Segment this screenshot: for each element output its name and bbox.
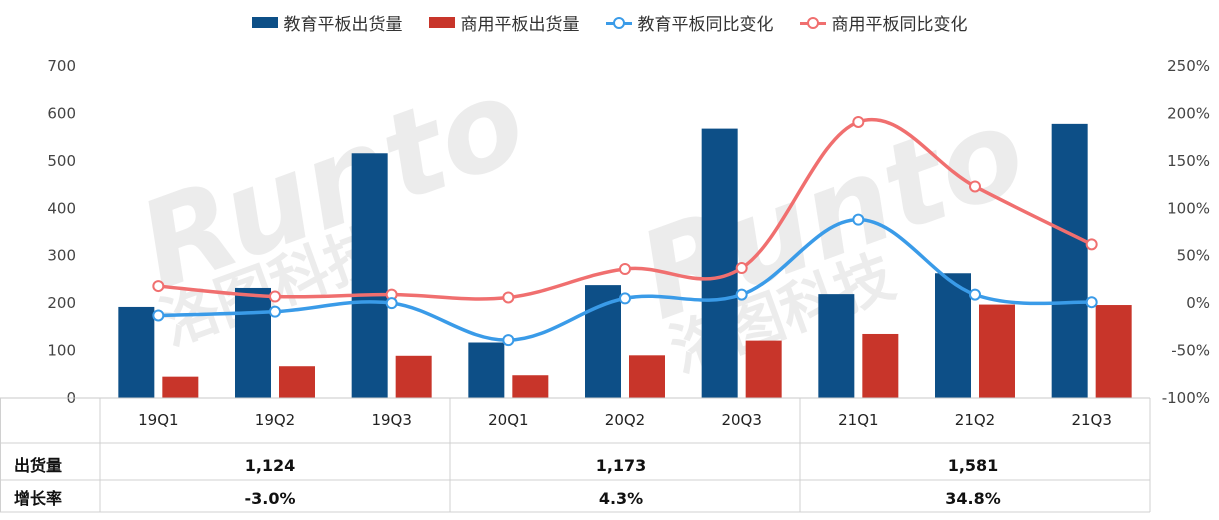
point-edu-yoy [1085,296,1098,309]
legend-item-edu-shipments: 教育平板出货量 [251,10,403,35]
x-category-label: 19Q1 [138,411,178,429]
table-cell-2021-growth: 34.8% [945,489,1001,508]
table-cell-2019-growth: -3.0% [244,489,295,508]
y-right-tick-label: -50% [1171,342,1210,360]
point-biz-yoy [269,290,281,303]
bar-edu-shipments [818,294,855,398]
bar-edu-shipments [468,342,505,398]
y-left-tick-label: 200 [47,294,76,312]
bar-biz-shipments [279,366,315,398]
y-right-tick-label: 200% [1167,104,1210,122]
x-category-label: 19Q3 [371,411,411,429]
bar-edu-shipments [701,128,738,398]
y-left-tick-label: 600 [47,104,76,122]
bar-edu-shipments [1051,123,1088,398]
legend-label: 商用平板同比变化 [831,15,968,35]
bar-edu-shipments [935,273,971,398]
y-left-tick-label: 400 [47,199,76,217]
y-right-tick-label: -100% [1162,389,1210,407]
data-table-grid [0,397,1151,513]
x-category-label: 21Q1 [838,411,878,429]
y-left-tick-label: 100 [47,342,76,360]
bar-edu-shipments [351,153,388,398]
legend-label: 教育平板同比变化 [637,15,774,35]
point-edu-yoy [852,213,865,226]
point-biz-yoy [969,180,981,193]
x-axis-categories: 19Q1 19Q2 19Q3 20Q1 20Q2 20Q3 21Q1 21Q2 21Q3 [138,411,1112,429]
row-label-shipments: 出货量 [14,456,62,475]
legend-swatch [605,16,632,29]
legend-swatch [799,16,826,29]
legend-item-biz-shipments: 商用平板出货量 [428,10,580,35]
line-biz-yoy [156,118,1094,301]
point-edu-yoy [269,305,281,318]
point-edu-yoy [969,288,981,301]
x-category-label: 20Q3 [721,411,761,429]
point-biz-yoy [735,262,748,275]
x-category-label: 20Q2 [605,411,645,429]
line-series [152,115,1098,347]
y-left-tick-label: 500 [47,152,76,170]
y-right-tick-label: 0% [1186,294,1210,312]
point-edu-yoy [502,334,515,347]
bar-biz-shipments [629,355,665,398]
y-right-tick-label: 150% [1167,152,1210,170]
legend-item-edu-yoy: 教育平板同比变化 [605,10,774,35]
legend-label: 商用平板出货量 [460,15,580,35]
point-biz-yoy [619,262,631,275]
legend-swatch [251,17,278,28]
bar-biz-shipments [745,340,782,398]
bar-biz-shipments [395,355,432,398]
bar-biz-shipments [862,333,899,398]
x-category-label: 19Q2 [255,411,295,429]
bar-biz-shipments [1095,305,1132,398]
bar-edu-shipments [235,287,271,398]
y-right-tick-label: 100% [1167,199,1210,217]
point-biz-yoy [1085,238,1098,251]
bar-biz-shipments [162,376,199,398]
table-cell-2020-shipments: 1,173 [596,456,647,475]
point-biz-yoy [152,280,165,293]
chart-legend: 教育平板出货量 商用平板出货量 教育平板同比变化 商用平板同比变化 [0,10,1219,35]
y-axis-right: -100% -50% 0% 50% 100% 150% 200% 250% [1162,57,1210,407]
x-category-label: 21Q2 [955,411,995,429]
row-label-growth: 增长率 [14,489,62,508]
legend-swatch [428,17,455,28]
x-category-label: 21Q3 [1071,411,1111,429]
legend-item-biz-yoy: 商用平板同比变化 [799,10,968,35]
point-edu-yoy [152,309,165,322]
legend-label: 教育平板出货量 [283,15,403,35]
point-biz-yoy [852,115,865,128]
y-right-tick-label: 250% [1167,57,1210,75]
point-biz-yoy [502,291,515,304]
point-edu-yoy [735,288,748,301]
x-category-label: 20Q1 [488,411,528,429]
table-cell-2019-shipments: 1,124 [245,456,296,475]
y-left-tick-label: 700 [47,57,76,75]
point-edu-yoy [619,292,631,305]
y-left-tick-label: 300 [47,247,76,265]
table-cell-2021-shipments: 1,581 [948,456,999,475]
bar-biz-shipments [979,304,1015,398]
bar-biz-shipments [512,375,549,398]
data-table: 出货量 增长率 1,124 1,173 1,581 -3.0% 4.3% 34.… [14,456,1001,508]
bar-series [118,123,1132,398]
y-right-tick-label: 50% [1177,247,1210,265]
bar-edu-shipments [118,306,155,398]
table-cell-2020-growth: 4.3% [599,489,643,508]
point-edu-yoy [385,297,398,310]
